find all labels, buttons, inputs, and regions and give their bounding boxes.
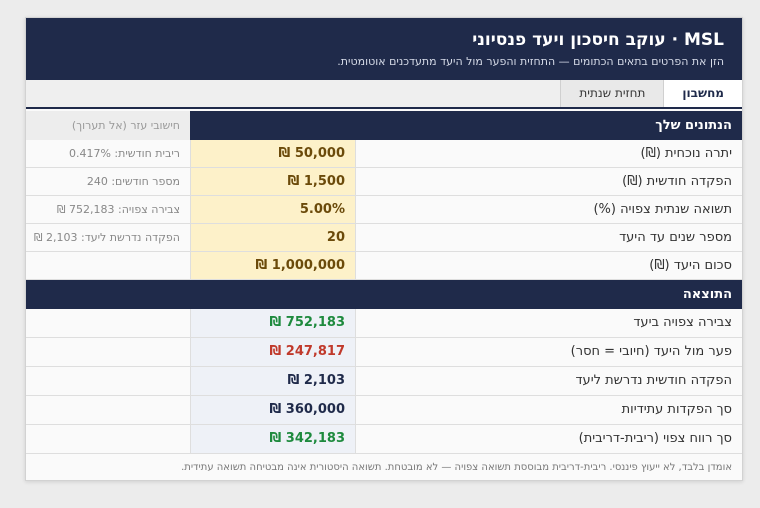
empty-cell [26,309,190,337]
row-label: תשואה שנתית צפויה (%) [355,196,742,223]
row-label: סכום היעד (₪) [355,252,742,279]
row-label: הפקדה חודשית (₪) [355,168,742,195]
input-row: מספר שנים עד היעד 20 הפקדה נדרשת ליעד: 2,1… [26,224,742,252]
result-row: פער מול היעד (חיובי = חסר) 247,817 ₪ [26,338,742,367]
input-value[interactable]: 20 [190,224,355,251]
tab[interactable]: תחזית שנתית [560,80,664,107]
input-value[interactable]: 50,000 ₪ [190,140,355,167]
section-title: הנתונים שלך [655,118,732,133]
input-row: הפקדה חודשית (₪) 1,500 ₪ מספר חודשים: 240 [26,168,742,196]
input-value[interactable]: 1,500 ₪ [190,168,355,195]
input-row: תשואה שנתית צפויה (%) 5.00% צבירה צפויה: 7… [26,196,742,224]
helper-note: ריבית חודשית: 0.417% [26,140,190,167]
row-label: יתרה נוכחית (₪) [355,140,742,167]
result-value: 342,183 ₪ [190,425,355,453]
empty-cell [26,338,190,366]
header: MSL · עוקב חיסכון ויעד פנסיוני הזן את הפ… [26,18,742,80]
input-value[interactable]: 5.00% [190,196,355,223]
helper-note [26,252,190,279]
results-table: צבירה צפויה ביעד 752,183 ₪ פער מול היעד (ח… [26,309,742,454]
row-label: פער מול היעד (חיובי = חסר) [355,338,742,366]
row-label: סך הפקדות עתידיות [355,396,742,424]
footer-note: אומדן בלבד, לא ייעוץ פיננסי. ריבית-דריבי… [181,462,732,473]
inputs-header: הנתונים שלך חישובי עזר (אל תערוך) [26,111,742,140]
result-value: 360,000 ₪ [190,396,355,424]
input-row: סכום היעד (₪) 1,000,000 ₪ [26,252,742,280]
row-label: הפקדה חודשית נדרשת ליעד [355,367,742,395]
helper-note: מספר חודשים: 240 [26,168,190,195]
aux-title: חישובי עזר (אל תערוך) [26,111,190,140]
tracker-card: MSL · עוקב חיסכון ויעד פנסיוני הזן את הפ… [25,17,743,481]
result-value: 752,183 ₪ [190,309,355,337]
helper-note: צבירה צפויה: 752,183 ₪ [26,196,190,223]
result-row: הפקדה חודשית נדרשת ליעד 2,103 ₪ [26,367,742,396]
empty-cell [26,396,190,424]
empty-cell [26,367,190,395]
empty-cell [26,425,190,453]
result-row: סך רווח צפוי (ריבית-דריבית) 342,183 ₪ [26,425,742,454]
row-label: צבירה צפויה ביעד [355,309,742,337]
inputs-table: יתרה נוכחית (₪) 50,000 ₪ ריבית חודשית: 0.4… [26,140,742,280]
tab-bar: מחשבון תחזית שנתית [26,80,742,109]
row-label: סך רווח צפוי (ריבית-דריבית) [355,425,742,453]
result-row: סך הפקדות עתידיות 360,000 ₪ [26,396,742,425]
input-row: יתרה נוכחית (₪) 50,000 ₪ ריבית חודשית: 0.4… [26,140,742,168]
row-label: מספר שנים עד היעד [355,224,742,251]
result-value: 247,817 ₪ [190,338,355,366]
result-value: 2,103 ₪ [190,367,355,395]
title: MSL · עוקב חיסכון ויעד פנסיוני [472,30,724,50]
helper-note: הפקדה נדרשת ליעד: 2,103 ₪ [26,224,190,251]
subtitle: הזן את הפרטים בתאים הכתומים — התחזית והפ… [337,55,724,68]
input-value[interactable]: 1,000,000 ₪ [190,252,355,279]
result-row: צבירה צפויה ביעד 752,183 ₪ [26,309,742,338]
tab[interactable]: מחשבון [663,80,742,107]
section-title: התוצאה [26,280,742,309]
